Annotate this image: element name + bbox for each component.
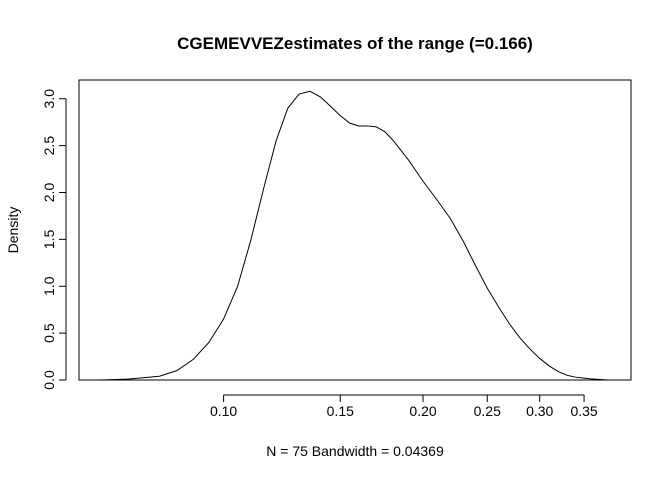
x-tick-label: 0.35 [570, 403, 597, 419]
y-axis-ticks: 0.0 0.5 1.0 1.5 2.0 2.5 3.0 [41, 89, 66, 390]
y-tick-label: 0.5 [41, 323, 57, 343]
x-axis-label: N = 75 Bandwidth = 0.04369 [266, 443, 444, 459]
y-tick-label: 1.0 [41, 276, 57, 296]
plot-frame [78, 79, 632, 381]
y-tick-label: 2.0 [41, 183, 57, 203]
y-tick-label: 2.5 [41, 136, 57, 156]
x-tick-label: 0.30 [526, 403, 553, 419]
x-tick-label: 0.15 [327, 403, 354, 419]
x-tick-label: 0.25 [474, 403, 501, 419]
y-axis-label: Density [5, 207, 21, 254]
y-tick-label: 1.5 [41, 229, 57, 249]
density-curve [99, 90, 623, 381]
chart-title: CGEMEVVEZestimates of the range (=0.166) [177, 34, 533, 53]
y-tick-label: 3.0 [41, 89, 57, 109]
y-tick-label: 0.0 [41, 370, 57, 390]
x-tick-label: 0.20 [409, 403, 436, 419]
x-axis-ticks: 0.10 0.15 0.20 0.25 0.30 0.35 [210, 395, 598, 419]
x-tick-label: 0.10 [210, 403, 237, 419]
